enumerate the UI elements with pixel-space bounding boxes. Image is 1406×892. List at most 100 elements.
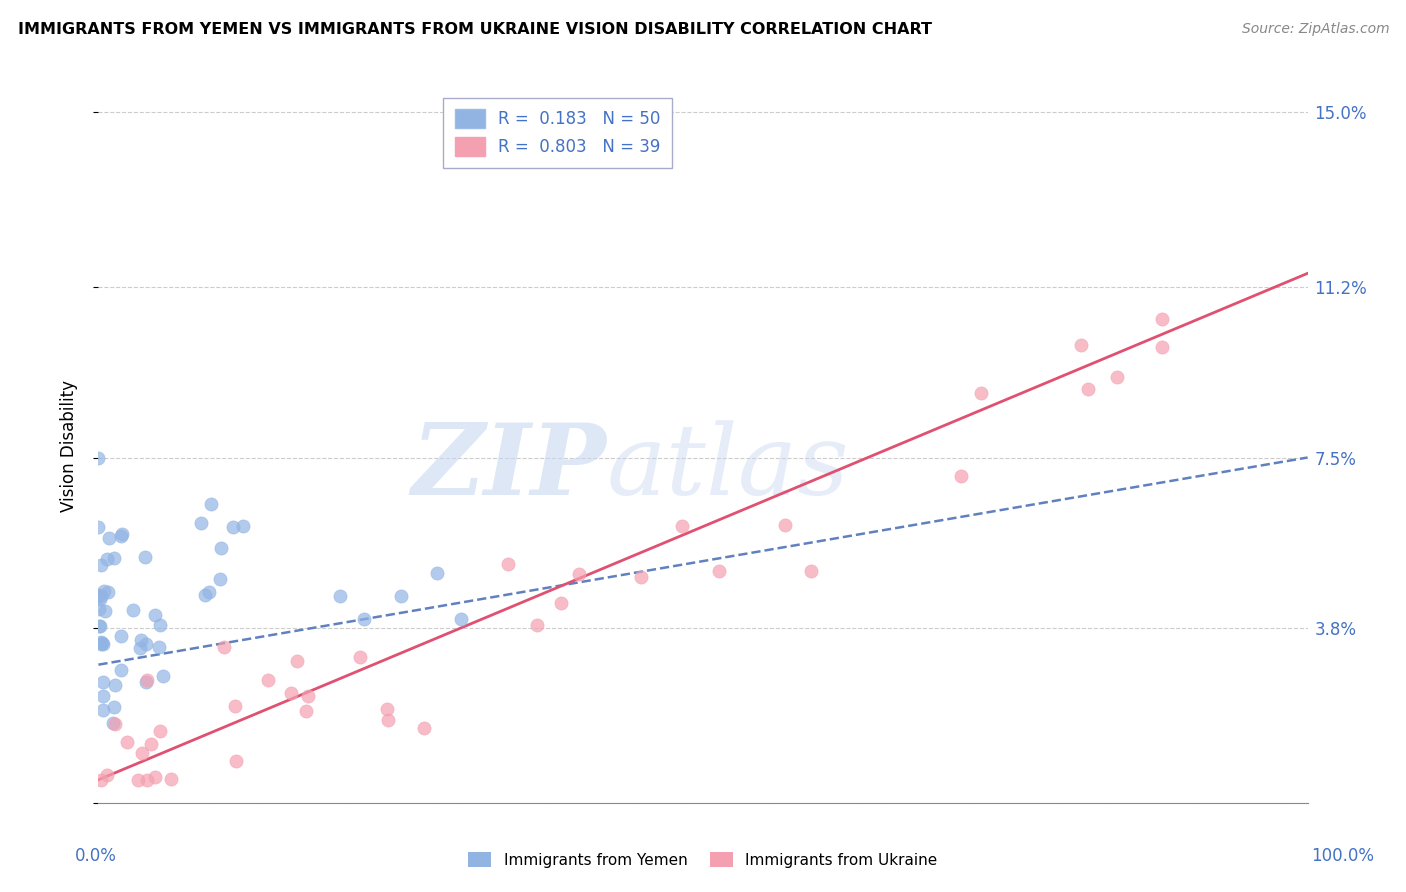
Point — [90, 772, 112, 787]
Point — [101, 715, 124, 730]
Point — [212, 640, 235, 654]
Point — [90, 637, 112, 651]
Point — [152, 669, 174, 683]
Point — [90, 635, 112, 649]
Point — [121, 603, 143, 617]
Point — [412, 721, 434, 735]
Point — [526, 617, 548, 632]
Point — [89, 591, 111, 606]
Point — [115, 734, 138, 748]
Point — [377, 713, 399, 727]
Point — [110, 629, 132, 643]
Point — [671, 518, 693, 533]
Point — [353, 612, 375, 626]
Point — [91, 637, 114, 651]
Point — [87, 588, 110, 602]
Point — [149, 617, 172, 632]
Point — [200, 497, 222, 511]
Point — [295, 704, 318, 718]
Point — [426, 566, 449, 580]
Point — [104, 717, 127, 731]
Point — [231, 519, 253, 533]
Point — [773, 518, 796, 533]
Point — [209, 541, 232, 555]
Point — [225, 754, 247, 768]
Point — [135, 772, 157, 787]
Point — [90, 558, 112, 572]
Point — [143, 770, 166, 784]
Text: 100.0%: 100.0% — [1312, 847, 1374, 865]
Point — [93, 584, 115, 599]
Point — [135, 675, 157, 690]
Point — [143, 607, 166, 622]
Point — [129, 632, 152, 647]
Point — [389, 589, 412, 603]
Point — [87, 450, 110, 465]
Point — [496, 557, 519, 571]
Point — [349, 650, 371, 665]
Point — [91, 674, 114, 689]
Point — [104, 678, 127, 692]
Point — [87, 601, 110, 615]
Point — [630, 569, 652, 583]
Point — [141, 737, 163, 751]
Point — [135, 636, 157, 650]
Point — [97, 585, 120, 599]
Point — [709, 565, 731, 579]
Point — [1107, 370, 1129, 384]
Point — [1070, 338, 1092, 352]
Legend: R =  0.183   N = 50, R =  0.803   N = 39: R = 0.183 N = 50, R = 0.803 N = 39 — [443, 97, 672, 168]
Point — [375, 701, 398, 715]
Point — [568, 567, 591, 582]
Text: atlas: atlas — [606, 420, 849, 515]
Point — [970, 386, 993, 401]
Point — [111, 526, 134, 541]
Point — [194, 588, 217, 602]
Point — [285, 654, 308, 668]
Point — [209, 573, 232, 587]
Point — [280, 686, 302, 700]
Point — [110, 663, 132, 677]
Point — [329, 589, 352, 603]
Legend: Immigrants from Yemen, Immigrants from Ukraine: Immigrants from Yemen, Immigrants from U… — [461, 844, 945, 875]
Point — [96, 768, 118, 782]
Point — [190, 516, 212, 530]
Text: 0.0%: 0.0% — [75, 847, 117, 865]
Point — [103, 699, 125, 714]
Point — [224, 698, 246, 713]
Point — [97, 531, 120, 545]
Point — [550, 596, 572, 610]
Point — [103, 551, 125, 566]
Point — [90, 635, 112, 649]
Text: Source: ZipAtlas.com: Source: ZipAtlas.com — [1241, 22, 1389, 37]
Text: ZIP: ZIP — [412, 419, 606, 516]
Point — [90, 590, 112, 604]
Point — [96, 552, 118, 566]
Point — [222, 520, 245, 534]
Point — [256, 673, 278, 687]
Point — [134, 549, 156, 564]
Point — [198, 585, 221, 599]
Point — [91, 689, 114, 703]
Point — [800, 564, 823, 578]
Point — [1152, 312, 1174, 326]
Point — [1152, 340, 1174, 354]
Y-axis label: Vision Disability: Vision Disability — [59, 380, 77, 512]
Text: IMMIGRANTS FROM YEMEN VS IMMIGRANTS FROM UKRAINE VISION DISABILITY CORRELATION C: IMMIGRANTS FROM YEMEN VS IMMIGRANTS FROM… — [18, 22, 932, 37]
Point — [297, 689, 319, 703]
Point — [89, 619, 111, 633]
Point — [127, 772, 149, 787]
Point — [949, 469, 972, 483]
Point — [91, 704, 114, 718]
Point — [135, 673, 157, 688]
Point — [87, 519, 110, 533]
Point — [160, 772, 183, 786]
Point — [131, 746, 153, 760]
Point — [94, 604, 117, 618]
Point — [149, 724, 172, 739]
Point — [1077, 382, 1099, 396]
Point — [110, 529, 132, 543]
Point — [148, 640, 170, 654]
Point — [129, 641, 152, 656]
Point — [450, 612, 472, 626]
